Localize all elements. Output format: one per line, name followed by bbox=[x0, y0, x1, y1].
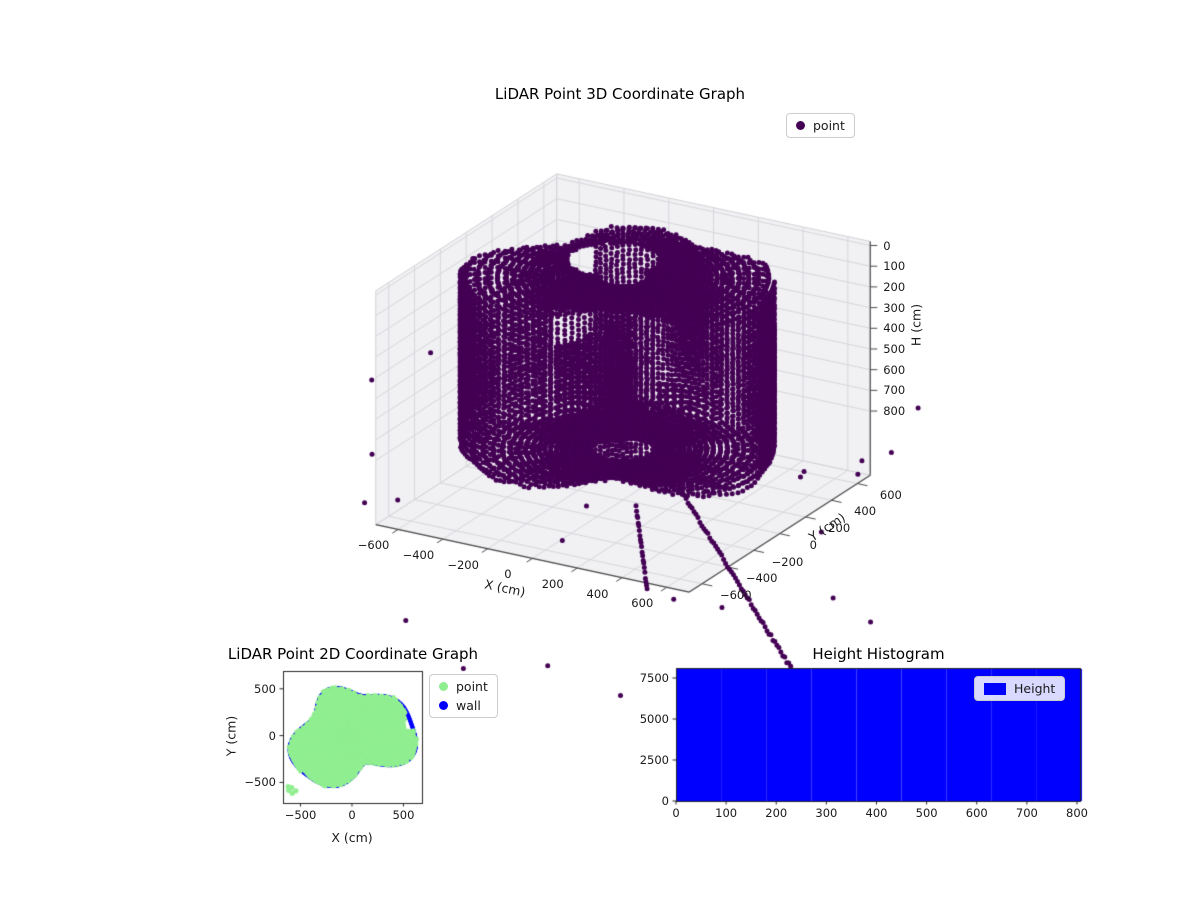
plot2d-xaxis-label: X (cm) bbox=[331, 830, 373, 845]
plot3d-y-tick-label: −200 bbox=[771, 554, 804, 569]
plot2d-x-tick-label: 500 bbox=[392, 808, 415, 822]
hist-x-tick-label: 800 bbox=[1066, 806, 1088, 820]
plot3d-legend: point bbox=[786, 113, 855, 138]
plot3d-z-tick-label: 100 bbox=[883, 259, 906, 274]
plot3d-x-tick-label: −200 bbox=[447, 557, 479, 572]
plot3d-z-tick-label: 500 bbox=[883, 341, 906, 356]
plot2d-y-tick-label: −500 bbox=[244, 775, 276, 790]
plot3d-z-tick-label: 700 bbox=[883, 383, 906, 398]
plot3d-title: LiDAR Point 3D Coordinate Graph bbox=[494, 85, 746, 103]
hist-x-tick-label: 600 bbox=[965, 806, 988, 820]
plot2d-legend-label-point: point bbox=[456, 679, 488, 694]
plot3d-x-tick-label: −600 bbox=[357, 538, 390, 553]
legend-row-point: point bbox=[439, 679, 488, 694]
hist-x-tick-label: 700 bbox=[1015, 806, 1038, 820]
plot3d-y-tick-label: 600 bbox=[879, 487, 902, 502]
plot3d-zaxis-label: H (cm) bbox=[908, 303, 924, 347]
plot3d-x-tick-label: 600 bbox=[631, 596, 654, 611]
plot2d-x-tick-label: 0 bbox=[348, 808, 356, 822]
hist-x-tick-label: 300 bbox=[815, 806, 838, 820]
height-patch-icon bbox=[984, 682, 1006, 695]
plot3d-z-tick-label: 400 bbox=[883, 321, 906, 336]
hist-x-tick-label: 500 bbox=[915, 806, 938, 820]
plot2d-title: LiDAR Point 2D Coordinate Graph bbox=[227, 645, 479, 663]
plot3d-z-tick-label: 300 bbox=[883, 300, 906, 315]
plot3d-x-tick-label: 400 bbox=[586, 586, 609, 601]
plot2d-legend-label-wall: wall bbox=[456, 698, 481, 713]
hist-x-tick-label: 100 bbox=[715, 806, 738, 820]
legend-row-wall: wall bbox=[439, 698, 488, 713]
hist-legend-label-height: Height bbox=[1014, 681, 1056, 696]
legend-row-point: point bbox=[796, 118, 845, 133]
hist-x-tick-label: 200 bbox=[765, 806, 788, 820]
plot3d-y-tick-label: −400 bbox=[745, 571, 778, 586]
plot3d-z-tick-label: 600 bbox=[883, 362, 906, 377]
hist-x-tick-label: 0 bbox=[672, 806, 680, 820]
point-marker-icon bbox=[796, 121, 805, 130]
plot2d-yaxis-label: Y (cm) bbox=[223, 715, 239, 757]
plot3d-x-tick-label: −400 bbox=[402, 547, 435, 562]
plot3d-z-tick-label: 200 bbox=[883, 279, 906, 294]
plot2d-legend: point wall bbox=[429, 674, 498, 718]
wall-marker-icon bbox=[439, 701, 448, 710]
legend-row-height: Height bbox=[984, 681, 1055, 696]
plot3d-legend-label-point: point bbox=[813, 118, 845, 133]
point2d-marker-icon bbox=[439, 682, 448, 691]
plot3d-x-tick-label: 0 bbox=[504, 567, 512, 582]
plot3d-z-tick-label: 800 bbox=[883, 404, 906, 419]
plot3d-y-tick-label: 400 bbox=[854, 504, 877, 519]
plot3d-x-tick-label: 200 bbox=[541, 576, 564, 591]
hist-y-tick-label: 0 bbox=[661, 794, 669, 808]
hist-x-tick-label: 400 bbox=[865, 806, 888, 820]
plot2d-x-tick-label: −500 bbox=[284, 808, 317, 822]
hist-y-tick-label: 2500 bbox=[639, 753, 669, 767]
plot2d-y-tick-label: 500 bbox=[254, 681, 276, 696]
hist-y-tick-label: 7500 bbox=[639, 671, 669, 685]
hist-y-tick-label: 5000 bbox=[639, 712, 669, 726]
hist-title: Height Histogram bbox=[812, 645, 945, 663]
plot3d-y-tick-label: 200 bbox=[828, 521, 851, 536]
hist-legend: Height bbox=[974, 676, 1066, 701]
plot3d-y-tick-label: 0 bbox=[809, 537, 817, 552]
plot2d-y-tick-label: 0 bbox=[268, 728, 276, 743]
plot3d-y-tick-label: −600 bbox=[719, 587, 752, 602]
plot3d-z-tick-label: 0 bbox=[883, 238, 891, 253]
